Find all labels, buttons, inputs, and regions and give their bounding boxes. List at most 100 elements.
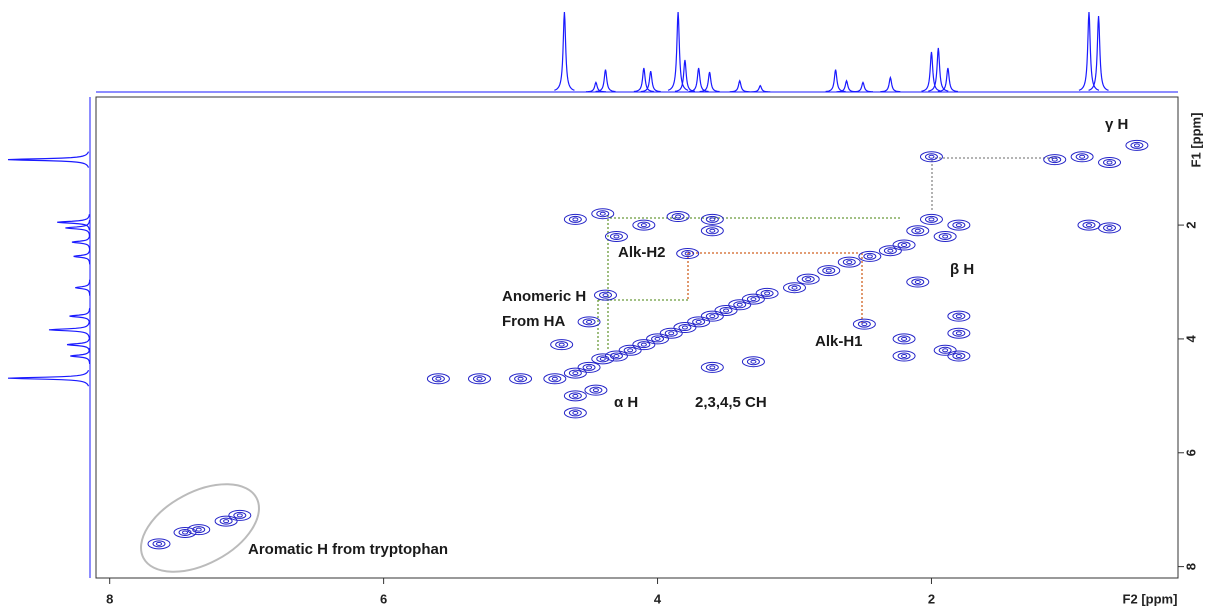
cross-peak [591, 208, 615, 220]
contour-line [955, 354, 962, 358]
contour-line [599, 356, 606, 361]
contour-line [938, 232, 952, 240]
contour-line [572, 371, 579, 376]
contour-line [582, 318, 596, 326]
cross-peak [1098, 156, 1122, 168]
f2-projection-peak [674, 59, 696, 92]
contour-line [1098, 222, 1122, 234]
contour-line [517, 376, 524, 381]
contour-line [572, 393, 579, 398]
contour-line [568, 215, 582, 223]
contour-line [723, 308, 730, 313]
contour-line [596, 355, 610, 363]
contour-line [892, 333, 916, 345]
contour-line [1130, 141, 1144, 149]
cross-peak [728, 299, 752, 311]
contour-line [654, 336, 661, 341]
contour-line [695, 319, 702, 324]
contour-line [602, 293, 609, 298]
cross-peak [796, 273, 820, 285]
cross-peak [673, 322, 697, 334]
contour-line [947, 310, 971, 322]
cross-peak [933, 344, 957, 356]
contour-line [1106, 225, 1113, 230]
cross-peak [892, 350, 916, 362]
y-tick-label: 4 [1183, 335, 1198, 343]
contour-line [551, 376, 558, 381]
contour-line [604, 350, 628, 362]
cross-peak [604, 350, 628, 362]
contour-line [897, 352, 911, 360]
contour-line [878, 245, 902, 257]
contour-line [618, 344, 642, 356]
contour-line [892, 239, 916, 251]
f1-projection-peak [48, 321, 90, 338]
contour-line [952, 221, 966, 229]
contour-line [897, 241, 911, 249]
contour-line [746, 358, 760, 366]
contour-line [1106, 160, 1113, 165]
f2-projection-peak [825, 69, 846, 93]
contour-line [1075, 153, 1089, 161]
contour-line [678, 324, 692, 332]
contour-line [760, 289, 774, 297]
contour-line [613, 234, 620, 239]
annotation: Aromatic H from tryptophan [248, 541, 448, 558]
contour-line [750, 359, 757, 364]
contour-line [924, 153, 938, 161]
cross-peak [947, 310, 971, 322]
contour-line [952, 329, 966, 337]
contour-line [577, 361, 601, 373]
contour-line [598, 291, 612, 299]
contour-line [632, 339, 656, 351]
cross-peak [659, 327, 683, 339]
cross-peak [563, 213, 587, 225]
contour-line [852, 318, 876, 330]
contour-line [955, 314, 962, 319]
f2-projection-peak [937, 67, 958, 93]
cross-peak [426, 373, 450, 385]
contour-line [666, 211, 690, 223]
contour-line [955, 331, 962, 336]
contour-line [741, 293, 765, 305]
contour-line [563, 213, 587, 225]
contour-line [705, 312, 719, 320]
contour-line [719, 306, 733, 314]
cross-peak [933, 230, 957, 242]
cross-peak [817, 265, 841, 277]
f2-projection-peak [928, 47, 949, 92]
contour-line [651, 335, 665, 343]
contour-line [572, 410, 579, 415]
cross-peak [550, 339, 574, 351]
annotation: Anomeric H [502, 288, 586, 305]
y-axis-label: F1 [ppm] [1188, 113, 1203, 168]
contour-line [586, 365, 593, 370]
f2-projection-peak [633, 67, 654, 93]
contour-line [668, 331, 675, 336]
f1-projection-peak [7, 151, 90, 168]
contour-line [568, 369, 582, 377]
contour-line [577, 316, 601, 328]
contour-line [952, 352, 966, 360]
contour-line [906, 225, 930, 237]
contour-line [584, 384, 608, 396]
contour-line [901, 354, 908, 358]
contour-line [182, 530, 189, 535]
cross-peak [604, 230, 628, 242]
contour-line [714, 304, 738, 316]
cross-peak [783, 282, 807, 294]
contour-line [947, 219, 971, 231]
f2-projection-peak [640, 71, 661, 93]
contour-line [933, 230, 957, 242]
contour-line [846, 260, 853, 265]
f1-projection-peak [66, 336, 91, 353]
contour-line [664, 329, 678, 337]
contour-line [604, 230, 628, 242]
f2-projection-peak [880, 75, 901, 93]
contour-line [236, 513, 243, 518]
contour-line [467, 373, 491, 385]
f2-projection-peak [1078, 11, 1100, 91]
contour-line [563, 367, 587, 379]
annotation: Alk-H2 [618, 244, 666, 261]
contour-line [673, 322, 697, 334]
